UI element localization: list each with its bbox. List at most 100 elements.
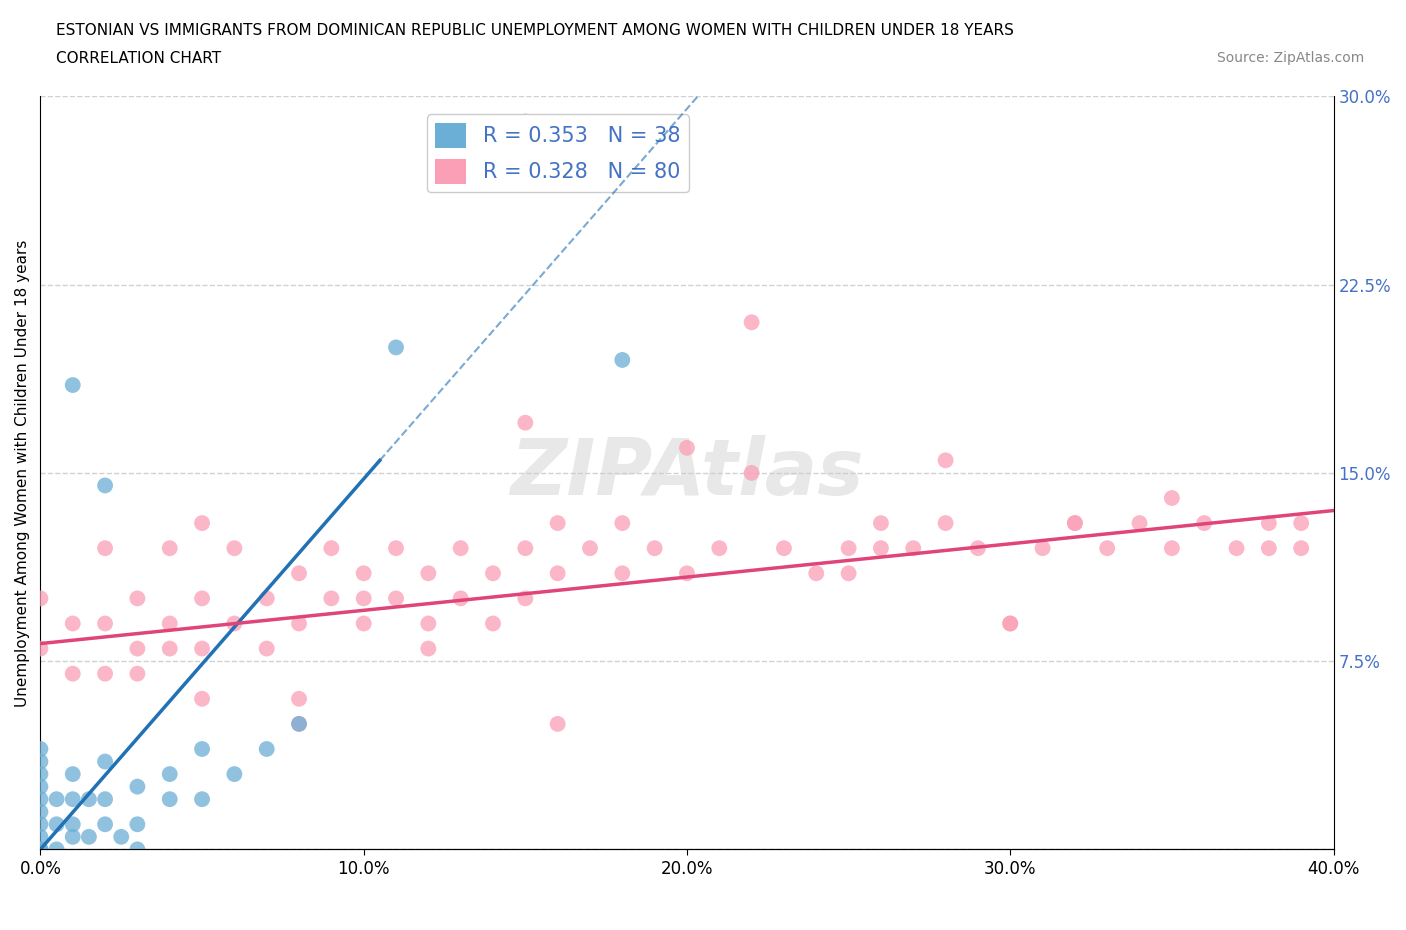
Point — [612, 515, 634, 530]
Point — [62, 817, 84, 831]
Point — [418, 641, 440, 656]
Point — [127, 779, 149, 794]
Point — [515, 416, 537, 431]
Point — [62, 830, 84, 844]
Point — [612, 352, 634, 367]
Point — [77, 791, 100, 806]
Point — [30, 754, 52, 769]
Point — [321, 540, 343, 555]
Point — [224, 616, 246, 631]
Point — [773, 540, 796, 555]
Point — [30, 641, 52, 656]
Point — [30, 791, 52, 806]
Point — [515, 114, 537, 129]
Point — [191, 741, 214, 756]
Point — [838, 565, 860, 580]
Point — [482, 565, 505, 580]
Point — [30, 830, 52, 844]
Legend: R = 0.353   N = 38, R = 0.328   N = 80: R = 0.353 N = 38, R = 0.328 N = 80 — [426, 114, 689, 193]
Point — [62, 791, 84, 806]
Point — [1257, 515, 1279, 530]
Point — [1160, 490, 1182, 505]
Point — [45, 817, 67, 831]
Point — [94, 616, 117, 631]
Point — [935, 453, 957, 468]
Y-axis label: Unemployment Among Women with Children Under 18 years: Unemployment Among Women with Children U… — [15, 239, 30, 707]
Point — [45, 842, 67, 857]
Point — [94, 540, 117, 555]
Point — [94, 791, 117, 806]
Point — [353, 565, 375, 580]
Text: ESTONIAN VS IMMIGRANTS FROM DOMINICAN REPUBLIC UNEMPLOYMENT AMONG WOMEN WITH CHI: ESTONIAN VS IMMIGRANTS FROM DOMINICAN RE… — [56, 23, 1014, 38]
Point — [110, 830, 132, 844]
Point — [127, 666, 149, 681]
Point — [30, 779, 52, 794]
Point — [159, 641, 181, 656]
Point — [1128, 515, 1150, 530]
Point — [1289, 540, 1312, 555]
Point — [30, 842, 52, 857]
Point — [62, 766, 84, 781]
Point — [1192, 515, 1215, 530]
Point — [903, 540, 925, 555]
Point — [450, 540, 472, 555]
Point — [418, 616, 440, 631]
Point — [288, 565, 311, 580]
Point — [870, 540, 893, 555]
Point — [385, 340, 408, 355]
Point — [94, 478, 117, 493]
Point — [30, 741, 52, 756]
Point — [288, 691, 311, 706]
Point — [30, 591, 52, 605]
Point — [159, 766, 181, 781]
Point — [1064, 515, 1087, 530]
Point — [838, 540, 860, 555]
Point — [676, 440, 699, 455]
Point — [224, 766, 246, 781]
Point — [644, 540, 666, 555]
Point — [385, 591, 408, 605]
Point — [159, 616, 181, 631]
Point — [45, 791, 67, 806]
Point — [30, 817, 52, 831]
Point — [1032, 540, 1054, 555]
Point — [191, 791, 214, 806]
Point — [159, 540, 181, 555]
Text: Source: ZipAtlas.com: Source: ZipAtlas.com — [1216, 51, 1364, 65]
Point — [385, 540, 408, 555]
Point — [967, 540, 990, 555]
Point — [159, 791, 181, 806]
Point — [547, 565, 569, 580]
Point — [191, 641, 214, 656]
Point — [127, 591, 149, 605]
Point — [547, 716, 569, 731]
Point — [482, 616, 505, 631]
Point — [1000, 616, 1022, 631]
Point — [191, 691, 214, 706]
Point — [30, 842, 52, 857]
Point — [321, 591, 343, 605]
Text: CORRELATION CHART: CORRELATION CHART — [56, 51, 221, 66]
Point — [1000, 616, 1022, 631]
Point — [741, 315, 763, 330]
Point — [806, 565, 828, 580]
Point — [94, 666, 117, 681]
Point — [1257, 540, 1279, 555]
Point — [256, 641, 278, 656]
Point — [77, 830, 100, 844]
Point — [676, 565, 699, 580]
Point — [62, 666, 84, 681]
Point — [612, 565, 634, 580]
Point — [353, 616, 375, 631]
Point — [191, 515, 214, 530]
Point — [1225, 540, 1247, 555]
Point — [450, 591, 472, 605]
Point — [288, 716, 311, 731]
Point — [256, 741, 278, 756]
Point — [547, 515, 569, 530]
Point — [579, 540, 602, 555]
Point — [30, 766, 52, 781]
Point — [94, 817, 117, 831]
Point — [256, 591, 278, 605]
Point — [353, 591, 375, 605]
